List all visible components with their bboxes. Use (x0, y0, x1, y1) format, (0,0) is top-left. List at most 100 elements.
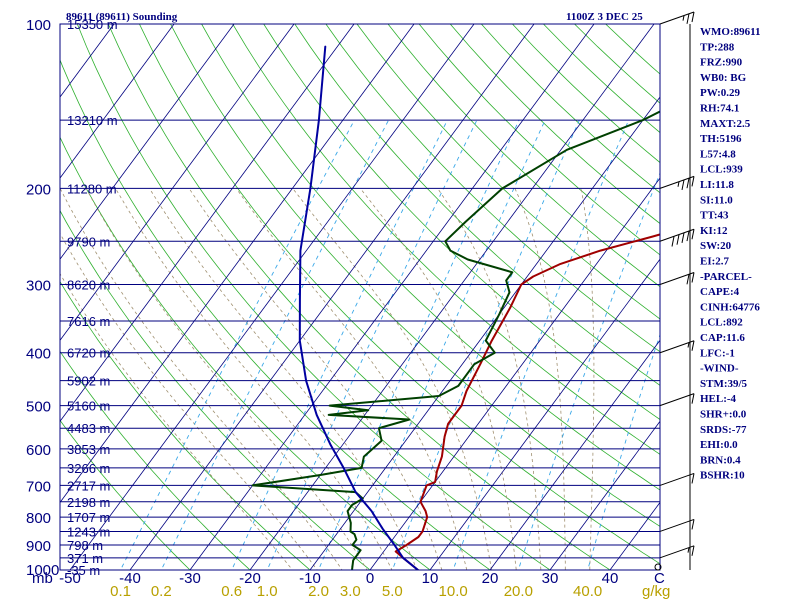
wind-barb-feather (691, 176, 695, 187)
calm-wind-circle (654, 563, 662, 571)
temperature-tick-label: -30 (179, 570, 201, 587)
mixing-ratio-unit-label: g/kg (642, 583, 670, 600)
wind-barb (659, 228, 695, 247)
moist-adiabat (85, 188, 368, 570)
chart-title: 89611 (89611) Sounding (66, 11, 178, 23)
stability-index-entry: BSHR:10 (700, 470, 745, 482)
height-label: 8620 m (67, 278, 110, 293)
parcel-profile-line (298, 45, 419, 570)
height-label: 3853 m (67, 442, 110, 457)
moist-adiabat (60, 272, 293, 570)
stability-index-entry: LCL:939 (700, 164, 743, 176)
height-label: 4483 m (67, 421, 110, 436)
height-label: 371 m (67, 551, 103, 566)
isotherm-line (60, 24, 355, 423)
height-label: 2717 m (67, 478, 110, 493)
pressure-tick-label: 700 (26, 478, 51, 495)
height-label: 5160 m (67, 399, 110, 414)
wind-barb (659, 340, 695, 354)
mixing-ratio-tick-label: 10.0 (439, 583, 468, 600)
dry-adiabat (170, 24, 660, 527)
wind-barb-staff (659, 518, 695, 532)
stability-index-entry: EI:2.7 (700, 256, 730, 268)
dry-adiabat (60, 136, 431, 570)
stability-index-entry: BRN:0.4 (700, 454, 741, 466)
wind-barb (654, 563, 662, 571)
height-labels: 15350 m 13210 m 11280 m 9790 m 8620 m 7616 m 6… (67, 17, 118, 578)
dry-adiabat (107, 24, 611, 570)
stability-index-entry: HEL:-4 (700, 393, 737, 405)
stability-index-entry: KI:12 (700, 225, 728, 237)
wind-barb (659, 11, 695, 25)
mixing-ratio-tick-label: 0.6 (221, 583, 242, 600)
height-label: 6720 m (67, 346, 110, 361)
temperature-tick-label: -20 (239, 570, 261, 587)
moist-adiabat (60, 232, 318, 570)
wind-barb-feather (691, 545, 695, 556)
chart-timestamp: 1100Z 3 DEC 25 (566, 11, 643, 23)
mixing-ratio-tick-label: 1.0 (257, 583, 278, 600)
pressure-tick-label: 1000 (26, 562, 59, 579)
wind-barb-feather (691, 473, 695, 484)
isotherm-line (60, 24, 175, 179)
temperature-profile-line (394, 233, 660, 570)
dry-adiabat (325, 24, 660, 353)
wind-barb-feather (681, 179, 685, 191)
temperature-tick-label: 30 (542, 570, 559, 587)
height-label: 1707 m (67, 510, 110, 525)
stability-index-entry: WB0: BG (700, 72, 747, 84)
temperature-tick-label: 20 (482, 570, 499, 587)
pressure-tick-label: 200 (26, 181, 51, 198)
isotherm-line (309, 96, 660, 570)
wind-barb (659, 472, 695, 486)
dry-adiabat (60, 58, 491, 570)
temperature-tick-label: 0 (366, 570, 374, 587)
moist-adiabat (115, 188, 393, 570)
isotherm-line (129, 24, 535, 570)
isotherm-line (249, 24, 655, 570)
wind-barb-staff (659, 340, 695, 354)
height-label: 5902 m (67, 374, 110, 389)
height-label: 9790 m (67, 234, 110, 249)
stability-index-entry: LCL:892 (700, 317, 743, 329)
pressure-tick-label: 300 (26, 278, 51, 295)
mixing-ratio-tick-label: 0.1 (110, 583, 131, 600)
sounding-profiles (251, 45, 660, 570)
wind-barb-half-feather (687, 342, 690, 348)
stability-index-entry: CINH:64776 (700, 301, 760, 313)
mixing-ratio-tick-label: 5.0 (382, 583, 403, 600)
mixing-ratio-tick-label: 2.0 (308, 583, 329, 600)
pressure-axis-labels: 100 200 300 400 500 600 700 800 900 1000 (26, 17, 59, 579)
temperature-unit-label: C (654, 570, 665, 587)
wind-barb-staff (659, 11, 695, 25)
wind-barb-feather (686, 13, 690, 24)
wind-barb-half-feather (677, 181, 680, 187)
pressure-tick-label: 100 (26, 17, 51, 34)
wind-barb-feather (691, 340, 695, 351)
wind-barb (659, 175, 695, 191)
pressure-tick-label: 400 (26, 346, 51, 363)
height-label: 1243 m (67, 524, 110, 539)
wind-barb-feather (691, 11, 695, 23)
isotherm-line (60, 24, 235, 260)
stability-index-entry: SHR+:0.0 (700, 409, 747, 421)
isotherm-line (549, 420, 660, 570)
wind-barb-feather (691, 519, 695, 530)
wind-barb-feather (681, 232, 685, 243)
stability-index-entry: MAXT:2.5 (700, 118, 751, 130)
height-label: 798 m (67, 538, 103, 553)
stability-index-entry: FRZ:990 (700, 57, 743, 69)
wind-barb-staff (659, 545, 695, 559)
temperature-tick-label: 10 (422, 570, 439, 587)
stability-index-entry: TH:5196 (700, 133, 742, 145)
moist-adiabat (292, 188, 492, 570)
wind-barb-feather (676, 234, 680, 245)
wind-barb-staff (659, 272, 695, 285)
dry-adiabat (294, 24, 660, 386)
wind-barb-staff (659, 472, 695, 486)
height-label: 13210 m (67, 113, 118, 128)
stability-index-entry: RH:74.1 (700, 103, 739, 115)
isotherm-line (69, 24, 475, 570)
height-label: 11280 m (67, 181, 117, 196)
